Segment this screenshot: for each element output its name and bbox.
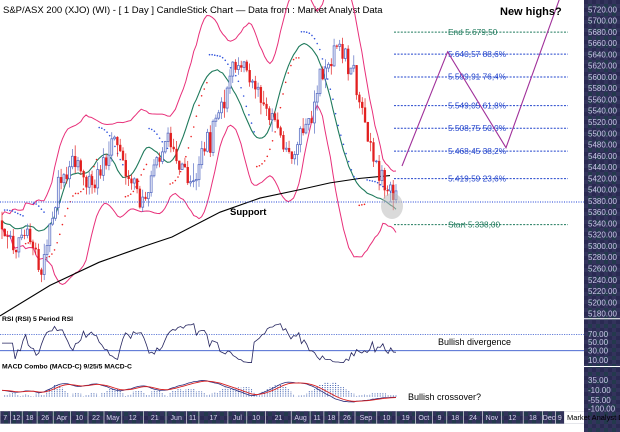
svg-text:5.468,45 38,2%: 5.468,45 38,2%	[448, 146, 507, 156]
svg-text:18: 18	[26, 415, 34, 422]
svg-text:35.00: 35.00	[588, 376, 609, 385]
svg-text:5300.00: 5300.00	[588, 242, 617, 251]
svg-text:26: 26	[343, 415, 351, 422]
svg-text:11: 11	[189, 415, 196, 422]
svg-text:End 5.679,50: End 5.679,50	[448, 27, 498, 37]
svg-text:5.419,59 23,6%: 5.419,59 23,6%	[448, 173, 507, 183]
svg-text:5520.00: 5520.00	[588, 118, 617, 127]
svg-text:10.00: 10.00	[588, 356, 609, 365]
svg-text:Nov: Nov	[486, 415, 499, 422]
svg-text:S&P/ASX 200 (XJO) (WI) - [ 1: S&P/ASX 200 (XJO) (WI) - [ 1 Day ] Candl…	[3, 5, 383, 16]
svg-text:5400.00: 5400.00	[588, 186, 617, 195]
svg-text:24: 24	[469, 415, 477, 422]
svg-text:12: 12	[13, 415, 21, 422]
svg-text:12: 12	[509, 415, 517, 422]
svg-text:5.508,75 50,0%: 5.508,75 50,0%	[448, 123, 507, 133]
svg-text:19: 19	[402, 415, 410, 422]
svg-text:5460.00: 5460.00	[588, 152, 617, 161]
svg-text:26: 26	[41, 415, 49, 422]
svg-text:5700.00: 5700.00	[588, 17, 617, 26]
svg-text:5640.00: 5640.00	[588, 50, 617, 59]
svg-text:Market Analyst D: Market Analyst D	[567, 413, 620, 422]
svg-text:Oct: Oct	[418, 415, 429, 422]
svg-text:17: 17	[210, 415, 218, 422]
svg-text:5280.00: 5280.00	[588, 253, 617, 262]
svg-text:21: 21	[275, 415, 283, 422]
svg-text:RSI (RSI) 5 Period RSI: RSI (RSI) 5 Period RSI	[2, 316, 73, 323]
svg-text:5540.00: 5540.00	[588, 107, 617, 116]
svg-text:Bullish divergence: Bullish divergence	[438, 337, 511, 347]
svg-text:5260.00: 5260.00	[588, 265, 617, 274]
svg-text:10: 10	[383, 415, 391, 422]
svg-text:5560.00: 5560.00	[588, 96, 617, 105]
svg-text:Support: Support	[230, 207, 267, 218]
svg-text:5680.00: 5680.00	[588, 28, 617, 37]
svg-text:Jun: Jun	[171, 415, 182, 422]
svg-text:21: 21	[151, 415, 159, 422]
svg-text:5660.00: 5660.00	[588, 39, 617, 48]
svg-text:22: 22	[92, 415, 100, 422]
svg-text:5380.00: 5380.00	[588, 197, 617, 206]
svg-text:5620.00: 5620.00	[588, 62, 617, 71]
svg-text:5500.00: 5500.00	[588, 129, 617, 138]
svg-text:7: 7	[3, 415, 7, 422]
svg-text:5200.00: 5200.00	[588, 298, 617, 307]
svg-text:5720.00: 5720.00	[588, 5, 617, 14]
svg-text:Start 5.338,00: Start 5.338,00	[448, 219, 501, 229]
svg-text:5.640,57 88,6%: 5.640,57 88,6%	[448, 49, 507, 59]
svg-text:5320.00: 5320.00	[588, 231, 617, 240]
svg-text:5580.00: 5580.00	[588, 84, 617, 93]
svg-text:5440.00: 5440.00	[588, 163, 617, 172]
svg-text:9: 9	[438, 415, 442, 422]
svg-text:Aug: Aug	[294, 415, 307, 422]
svg-text:MACD Combo (MACD-C) 9/25/5 MAC: MACD Combo (MACD-C) 9/25/5 MACD-C	[2, 364, 132, 371]
svg-text:5180.00: 5180.00	[588, 310, 617, 319]
svg-text:-100.00: -100.00	[588, 405, 616, 414]
svg-text:-10.00: -10.00	[588, 386, 611, 395]
svg-text:5220.00: 5220.00	[588, 287, 617, 296]
svg-text:18: 18	[328, 415, 336, 422]
svg-text:Jul: Jul	[233, 415, 242, 422]
svg-text:5240.00: 5240.00	[588, 276, 617, 285]
svg-text:5600.00: 5600.00	[588, 73, 617, 82]
svg-text:Apr: Apr	[56, 415, 68, 422]
svg-text:5360.00: 5360.00	[588, 208, 617, 217]
svg-text:30.00: 30.00	[588, 347, 609, 356]
svg-text:Dec: Dec	[543, 415, 556, 422]
svg-text:May: May	[106, 415, 120, 422]
svg-text:5340.00: 5340.00	[588, 219, 617, 228]
svg-text:5480.00: 5480.00	[588, 141, 617, 150]
svg-text:12: 12	[129, 415, 137, 422]
svg-text:5.549,05 61,8%: 5.549,05 61,8%	[448, 100, 507, 110]
svg-text:18: 18	[451, 415, 459, 422]
svg-text:Sep: Sep	[360, 415, 373, 422]
svg-text:18: 18	[529, 415, 537, 422]
svg-text:10: 10	[75, 415, 83, 422]
svg-text:11: 11	[313, 415, 320, 422]
svg-text:5420.00: 5420.00	[588, 174, 617, 183]
svg-text:5.599,91 76,4%: 5.599,91 76,4%	[448, 72, 507, 82]
svg-text:10: 10	[252, 415, 260, 422]
svg-text:9: 9	[558, 415, 562, 422]
svg-text:Bullish crossover?: Bullish crossover?	[408, 392, 481, 402]
svg-text:New highs?: New highs?	[500, 6, 562, 18]
